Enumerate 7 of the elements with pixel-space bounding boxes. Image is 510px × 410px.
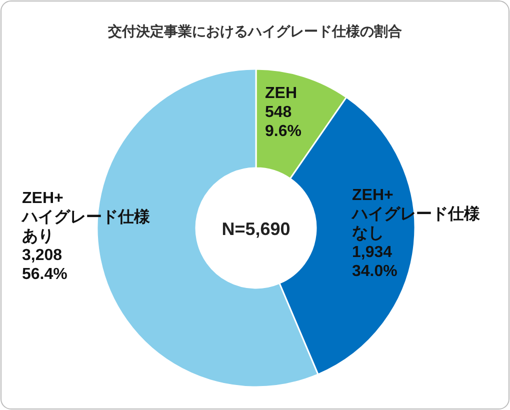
data-label: 3,208 56.4%: [22, 247, 68, 283]
data-label: 1,934 34.0%: [352, 244, 398, 280]
slice-label: ZEH: [265, 85, 297, 102]
data-label: 548 9.6%: [265, 104, 302, 140]
chart-title: 交付決定事業におけるハイグレード仕様の割合: [107, 23, 402, 39]
text: N=5,690: [222, 219, 290, 239]
slice-label: ZEH+ ハイグレード仕様あり: [21, 190, 151, 245]
